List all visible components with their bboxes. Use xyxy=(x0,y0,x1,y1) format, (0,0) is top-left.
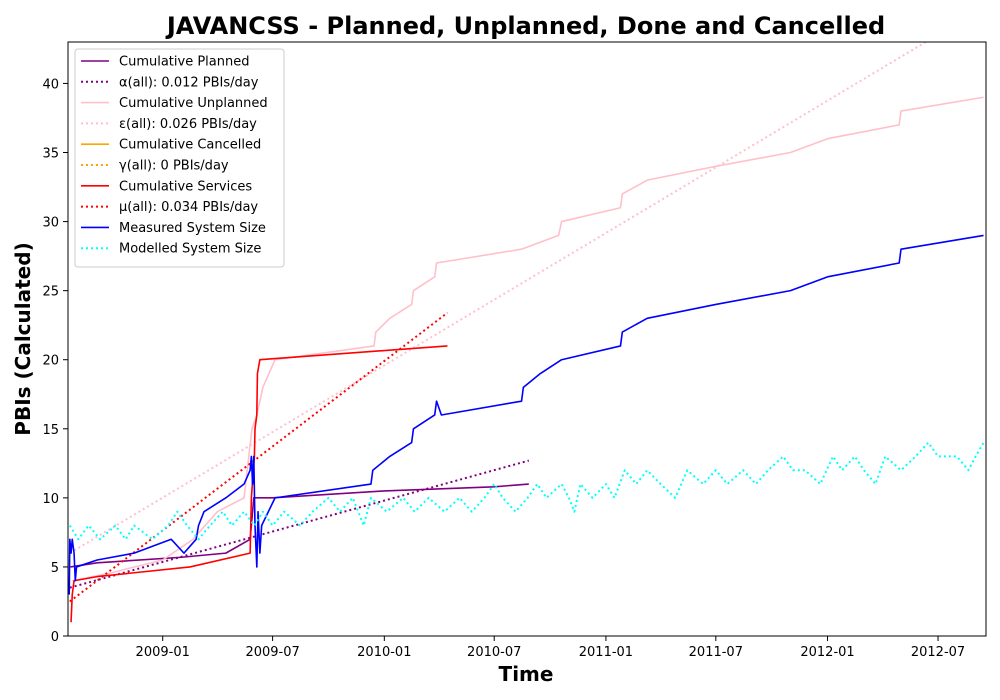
x-tick-label: 2011-07 xyxy=(689,645,743,660)
y-tick-label: 10 xyxy=(42,492,59,507)
series-line-measured-system-size xyxy=(68,234,984,595)
plot-series-group xyxy=(68,42,985,623)
legend-label-cumulative-unplanned: Cumulative Unplanned xyxy=(119,96,268,111)
series-line-modelled-system-size xyxy=(68,441,985,541)
series-line-cumulative-services xyxy=(70,345,448,623)
legend-label-all-0-012-pbis-day: α(all): 0.012 PBIs/day xyxy=(119,75,259,90)
series-line-all-0-012-pbis-day xyxy=(69,459,530,589)
legend-label-cumulative-services: Cumulative Services xyxy=(119,179,252,194)
x-tick-label: 2012-01 xyxy=(800,645,854,660)
y-tick-label: 40 xyxy=(42,77,59,92)
x-axis-label: Time xyxy=(499,662,554,686)
y-axis-label: PBIs (Calculated) xyxy=(11,242,35,435)
x-tick-label: 2010-01 xyxy=(357,645,411,660)
x-tick-label: 2009-01 xyxy=(136,645,190,660)
series-line-cumulative-unplanned xyxy=(72,96,984,582)
legend-label-cumulative-planned: Cumulative Planned xyxy=(119,55,249,70)
y-tick-label: 0 xyxy=(51,630,59,645)
y-tick-label: 35 xyxy=(42,147,59,162)
x-tick-label: 2010-07 xyxy=(467,645,521,660)
legend-label-measured-system-size: Measured System Size xyxy=(119,221,266,236)
legend-label-all-0-pbis-day: γ(all): 0 PBIs/day xyxy=(119,159,229,174)
legend-box xyxy=(74,48,285,268)
series-line-all-0-026-pbis-day xyxy=(69,42,928,554)
y-tick-label: 25 xyxy=(42,285,59,300)
x-tick-label: 2011-01 xyxy=(579,645,633,660)
y-tick-label: 20 xyxy=(42,354,59,369)
y-tick-label: 30 xyxy=(42,216,59,231)
x-tick-label: 2009-07 xyxy=(245,645,299,660)
x-tick-label: 2012-07 xyxy=(911,645,965,660)
chart-legend: Cumulative Planned α(all): 0.012 PBIs/day… xyxy=(74,48,285,268)
plot-area-frame xyxy=(67,41,987,637)
chart-title: JAVANCSS - Planned, Unplanned, Done and … xyxy=(165,12,885,40)
y-tick-label: 15 xyxy=(42,423,59,438)
y-axis-ticks: 0 5 10 15 20 25 30 35 40 xyxy=(42,77,68,645)
legend-label-modelled-system-size: Modelled System Size xyxy=(119,242,261,257)
legend-label-all-0-034-pbis-day: μ(all): 0.034 PBIs/day xyxy=(119,200,258,215)
legend-label-all-0-026-pbis-day: ε(all): 0.026 PBIs/day xyxy=(119,117,257,132)
x-axis-ticks: 2009-01 2009-07 2010-01 2010-07 2011-01 2011-… xyxy=(136,636,965,660)
legend-label-cumulative-cancelled: Cumulative Cancelled xyxy=(119,138,261,153)
series-line-all-0-034-pbis-day xyxy=(69,311,449,603)
y-tick-label: 5 xyxy=(51,561,59,576)
